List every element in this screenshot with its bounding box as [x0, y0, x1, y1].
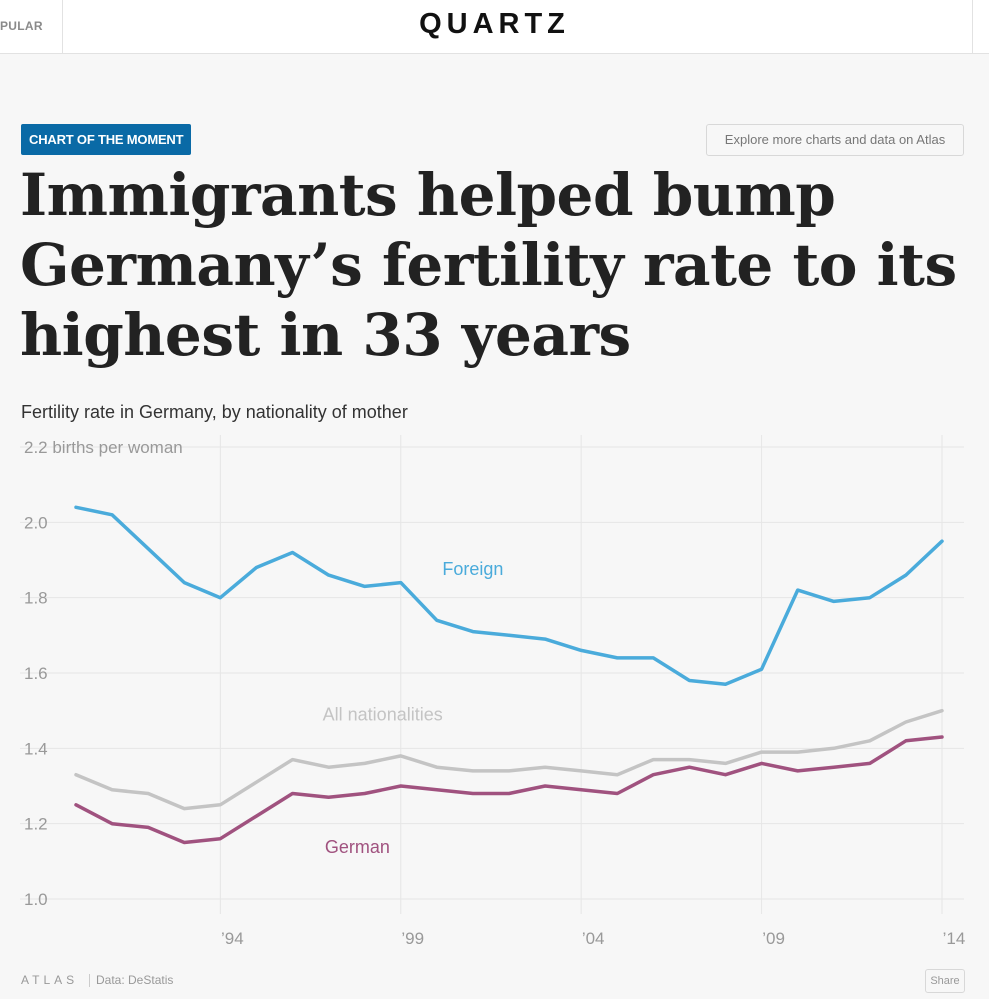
- y-tick-label: 2.2 births per woman: [24, 438, 183, 457]
- x-tick-label: ’04: [582, 929, 605, 948]
- topbar-divider-left: [62, 0, 63, 53]
- y-tick-label: 1.4: [24, 739, 48, 758]
- series-label-german: German: [325, 837, 390, 857]
- top-bar: PULAR QUARTZ: [0, 0, 989, 54]
- series-line-foreign: [74, 505, 944, 687]
- x-tick-label: ’09: [762, 929, 785, 948]
- series-label-all-nationalities: All nationalities: [323, 704, 443, 724]
- y-tick-label: 2.0: [24, 513, 48, 532]
- chart-of-the-moment-badge: CHART OF THE MOMENT: [21, 124, 192, 155]
- label-layer: All nationalities German Foreign: [323, 559, 504, 857]
- topbar-divider-right: [972, 0, 973, 53]
- x-tick-label: ’94: [221, 929, 244, 948]
- series-line-all-nationalities: [74, 708, 944, 811]
- y-tick-label: 1.6: [24, 664, 48, 683]
- x-tick-label: ’14: [943, 929, 966, 948]
- x-tick-label: ’99: [401, 929, 424, 948]
- explore-atlas-button[interactable]: Explore more charts and data on Atlas: [706, 124, 964, 156]
- series-line-german: [74, 735, 944, 845]
- page-title: Immigrants helped bump Germany’s fertili…: [20, 161, 957, 369]
- data-source: Data: DeStatis: [96, 973, 174, 987]
- y-tick-label: 1.2: [24, 815, 48, 834]
- share-button[interactable]: Share: [925, 969, 965, 993]
- y-tick-label: 1.8: [24, 589, 48, 608]
- grid-layer: 1.0 1.2 1.4 1.6 1.8 2.0 2.2 births per woman ’9…: [20, 435, 965, 948]
- quartz-logo[interactable]: QUARTZ: [419, 8, 570, 40]
- chart-title: Fertility rate in Germany, by nationalit…: [21, 402, 408, 422]
- y-tick-label: 1.0: [24, 890, 48, 909]
- series-label-foreign: Foreign: [442, 559, 503, 579]
- atlas-logo[interactable]: ATLAS: [21, 973, 79, 987]
- footer-divider: [89, 974, 90, 987]
- line-layer: [74, 505, 944, 845]
- popular-tab[interactable]: PULAR: [0, 19, 43, 33]
